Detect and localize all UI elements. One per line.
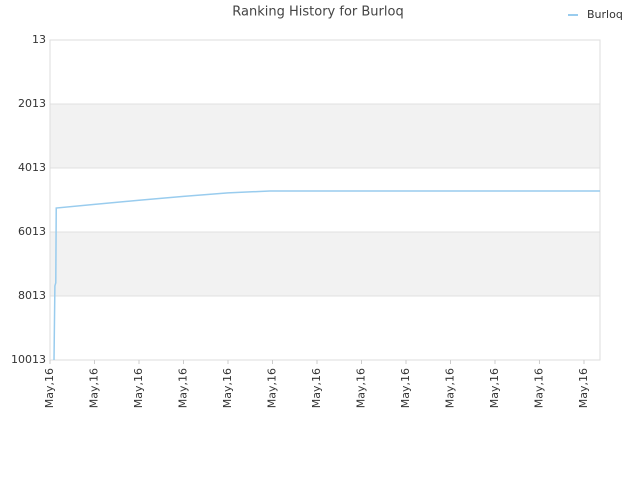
y-tick-label: 6013 (18, 225, 46, 238)
x-tick-label: May,16 (310, 368, 323, 408)
x-tick-label: May,16 (488, 368, 501, 408)
plot-border (49, 39, 601, 361)
x-tick-label: May,16 (176, 368, 189, 408)
x-tick-label: May,16 (265, 368, 278, 408)
y-tick-label: 13 (32, 33, 46, 46)
y-tick-label: 10013 (11, 353, 46, 366)
x-tick-label: May,16 (354, 368, 367, 408)
x-tick-label: May,16 (399, 368, 412, 408)
grid-band (50, 232, 600, 296)
x-tick-label: May,16 (87, 368, 100, 408)
y-tick-label: 4013 (18, 161, 46, 174)
x-tick-label: May,16 (221, 368, 234, 408)
x-tick-label: May,16 (43, 368, 56, 408)
line (53, 190, 600, 361)
x-tick-label: May,16 (132, 368, 145, 408)
x-tick-label: May,16 (443, 368, 456, 408)
y-tick-label: 8013 (18, 289, 46, 302)
legend-label: Burloq (587, 8, 623, 21)
chart-title: Ranking History for Burloq (232, 5, 403, 20)
y-tick-label: 2013 (18, 97, 46, 110)
x-tick-label: May,16 (532, 368, 545, 408)
grid-band (50, 104, 600, 168)
x-tick-label: May,16 (577, 368, 590, 408)
